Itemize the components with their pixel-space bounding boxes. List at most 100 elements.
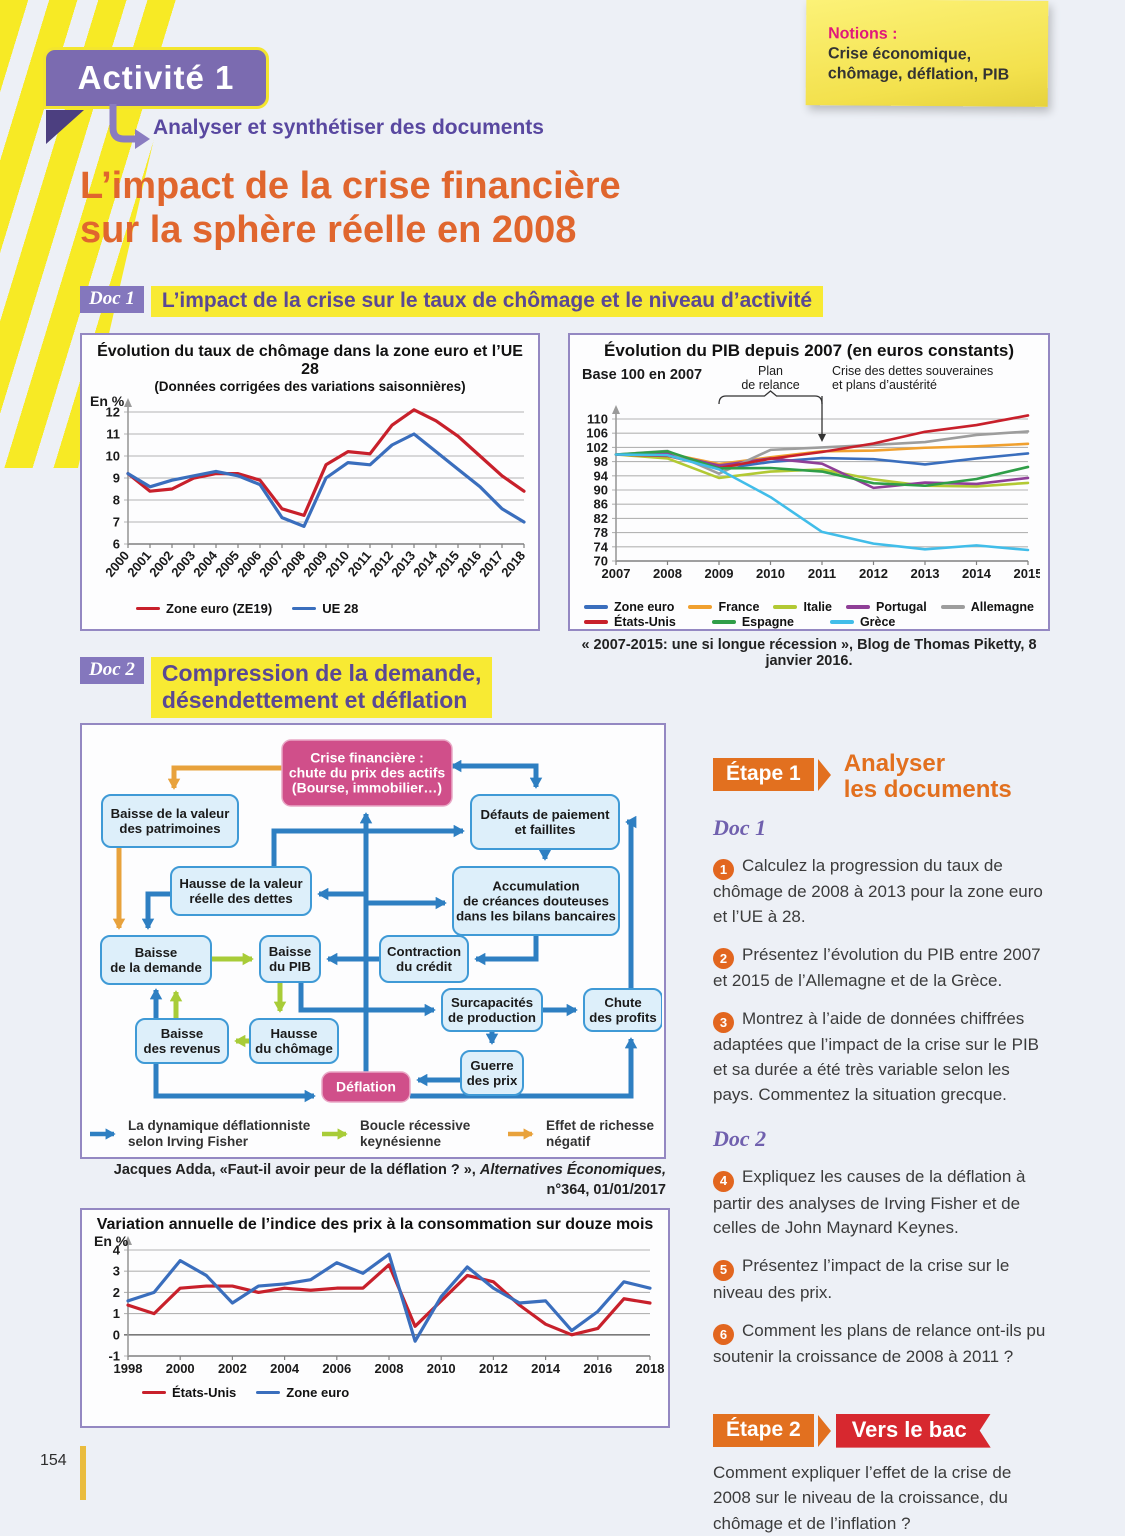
svg-text:7: 7 xyxy=(113,515,120,530)
svg-text:Hausse: Hausse xyxy=(271,1026,318,1041)
svg-text:2004: 2004 xyxy=(190,547,221,579)
inflation-chart-box: Variation annuelle de l’indice des prix … xyxy=(80,1208,670,1428)
svg-text:Baisse: Baisse xyxy=(135,945,178,960)
svg-text:2018: 2018 xyxy=(498,548,528,580)
doc1-questions: 1 Calculez la progression du taux de chôm… xyxy=(713,854,1053,1108)
notions-sticky-note: Notions : Crise économique, chômage, déf… xyxy=(805,0,1049,107)
svg-text:de relance: de relance xyxy=(741,378,799,392)
svg-text:2003: 2003 xyxy=(168,548,198,580)
page-title-line1: L’impact de la crise financière xyxy=(80,165,621,207)
etape1-badge: Étape 1 xyxy=(713,758,814,791)
page-title: L’impact de la crise financière sur la s… xyxy=(80,164,621,252)
svg-text:86: 86 xyxy=(594,497,608,512)
legend-label: Allemagne xyxy=(970,600,1034,614)
series-Allemagne xyxy=(614,430,1030,475)
svg-text:2018: 2018 xyxy=(636,1361,664,1376)
activity-banner: Activité 1 xyxy=(43,47,269,109)
question-number: 6 xyxy=(713,1323,734,1345)
doc2-questions: 4 Expliquez les causes de la déflation à … xyxy=(713,1165,1053,1369)
legend-item-États-Unis: États-Unis xyxy=(142,1385,236,1400)
svg-text:réelle des dettes: réelle des dettes xyxy=(189,891,292,906)
page-edge-bar xyxy=(80,1446,86,1500)
doc1-title: L’impact de la crise sur le taux de chôm… xyxy=(150,286,823,317)
unemployment-chart-legend: Zone euro (ZE19) UE 28 xyxy=(136,601,532,616)
svg-text:78: 78 xyxy=(594,525,608,540)
svg-text:-1: -1 xyxy=(108,1349,120,1364)
svg-text:Accumulation: Accumulation xyxy=(492,879,579,894)
doc2-source: Jacques Adda, «Faut-il avoir peur de la … xyxy=(80,1161,666,1200)
unemployment-chart-subtitle: (Données corrigées des variations saison… xyxy=(154,379,466,394)
legend-item-Grèce: Grèce xyxy=(829,615,895,629)
svg-text:2008: 2008 xyxy=(278,548,308,580)
question-number: 3 xyxy=(713,1012,734,1034)
unemployment-chart-title: Évolution du taux de chômage dans la zon… xyxy=(97,343,523,378)
svg-text:selon Irving Fisher: selon Irving Fisher xyxy=(128,1134,249,1149)
svg-text:2015: 2015 xyxy=(432,548,462,580)
svg-text:de créances douteuses: de créances douteuses xyxy=(463,894,609,909)
legend-label: États-Unis xyxy=(614,615,676,629)
svg-text:2014: 2014 xyxy=(410,547,441,579)
svg-text:0: 0 xyxy=(113,1327,120,1342)
question-1: 1 Calculez la progression du taux de chôm… xyxy=(713,854,1053,930)
svg-text:2006: 2006 xyxy=(234,548,264,580)
svg-text:8: 8 xyxy=(113,493,120,508)
curved-arrow-icon xyxy=(109,104,150,149)
svg-text:2010: 2010 xyxy=(322,548,352,580)
legend-swatch xyxy=(142,1390,166,1395)
svg-text:2009: 2009 xyxy=(300,548,330,580)
svg-text:(Bourse, immobilier…): (Bourse, immobilier…) xyxy=(292,780,442,796)
etape1-row: Étape 1 Analyser les documents xyxy=(713,751,1053,809)
legend-swatch xyxy=(136,606,160,611)
question-text: Comment les plans de relance ont-ils pu … xyxy=(713,1320,1046,1366)
question-text: Présentez l’évolution du PIB entre 2007 … xyxy=(713,945,1041,991)
activity-steps-column: Étape 1 Analyser les documents Doc 1 1 Ca… xyxy=(713,751,1053,1536)
svg-text:Défauts de paiement: Défauts de paiement xyxy=(481,807,611,822)
doc2-badge: Doc 2 xyxy=(80,657,144,684)
flow-diagram-svg: Crise financière :chute du prix des acti… xyxy=(90,739,663,1149)
svg-text:2009: 2009 xyxy=(705,566,734,581)
svg-text:du chômage: du chômage xyxy=(255,1041,333,1056)
svg-text:Baisse: Baisse xyxy=(269,944,312,959)
svg-text:Contraction: Contraction xyxy=(387,944,461,959)
svg-text:2012: 2012 xyxy=(859,566,888,581)
svg-text:9: 9 xyxy=(113,471,120,486)
etape2-arrow-icon xyxy=(817,1414,831,1447)
svg-text:6: 6 xyxy=(113,537,120,552)
legend-label: Portugal xyxy=(876,600,927,614)
etape2-text: Comment expliquer l’effet de la crise de… xyxy=(713,1462,1012,1533)
question-4: 4 Expliquez les causes de la déflation à … xyxy=(713,1165,1053,1241)
doc2-title-line1: Compression de la demande, xyxy=(161,660,482,686)
legend-label: États-Unis xyxy=(172,1385,237,1400)
etape1-heading: Analyser les documents xyxy=(844,751,1012,802)
gdp-chart-title: Évolution du PIB depuis 2007 (en euros c… xyxy=(604,341,1014,360)
legend-item-États-Unis: États-Unis xyxy=(584,615,676,629)
svg-text:110: 110 xyxy=(587,412,608,427)
legend-label: Zone euro (ZE19) xyxy=(166,601,273,616)
svg-text:des profits: des profits xyxy=(589,1010,656,1025)
doc2-title-line2: désendettement et déflation xyxy=(161,687,468,714)
doc2-source-prefix: Jacques Adda, «Faut-il avoir peur de la … xyxy=(113,1162,480,1178)
svg-text:Base 100 en 2007: Base 100 en 2007 xyxy=(582,367,702,383)
diagram-arrow xyxy=(474,935,539,966)
question-2: 2 Présentez l’évolution du PIB entre 2007… xyxy=(713,943,1053,994)
question-5: 5 Présentez l’impact de la crise sur le n… xyxy=(713,1254,1053,1305)
svg-text:2017: 2017 xyxy=(476,548,506,580)
gdp-chart-plot: 70 74 78 82 86 90 94 98 102 106 110 2007 2008 2009 201… xyxy=(580,363,1042,600)
doc2-source-issue: n°364, 01/01/2017 xyxy=(546,1181,666,1198)
unemployment-chart-plot: 6 7 8 9 10 11 12 2000 2001 2002 2003 2004 2005 2006 20… xyxy=(88,393,532,599)
diagram-node-crise: Crise financière :chute du prix des acti… xyxy=(281,739,453,807)
question-number: 4 xyxy=(713,1170,734,1192)
svg-text:2016: 2016 xyxy=(454,548,484,580)
inflation-chart-svg: -1 0 1 2 3 4 1998 2000 2002 2004 2006 2008 2010 2012 2… xyxy=(94,1233,664,1376)
diagram-arrow xyxy=(167,765,282,790)
series-Zone euro (ZE19) xyxy=(126,408,526,518)
legend-item-Italie: Italie xyxy=(773,600,832,614)
etape2-badge: Étape 2 xyxy=(713,1413,814,1447)
page-number: 154 xyxy=(40,1452,67,1469)
